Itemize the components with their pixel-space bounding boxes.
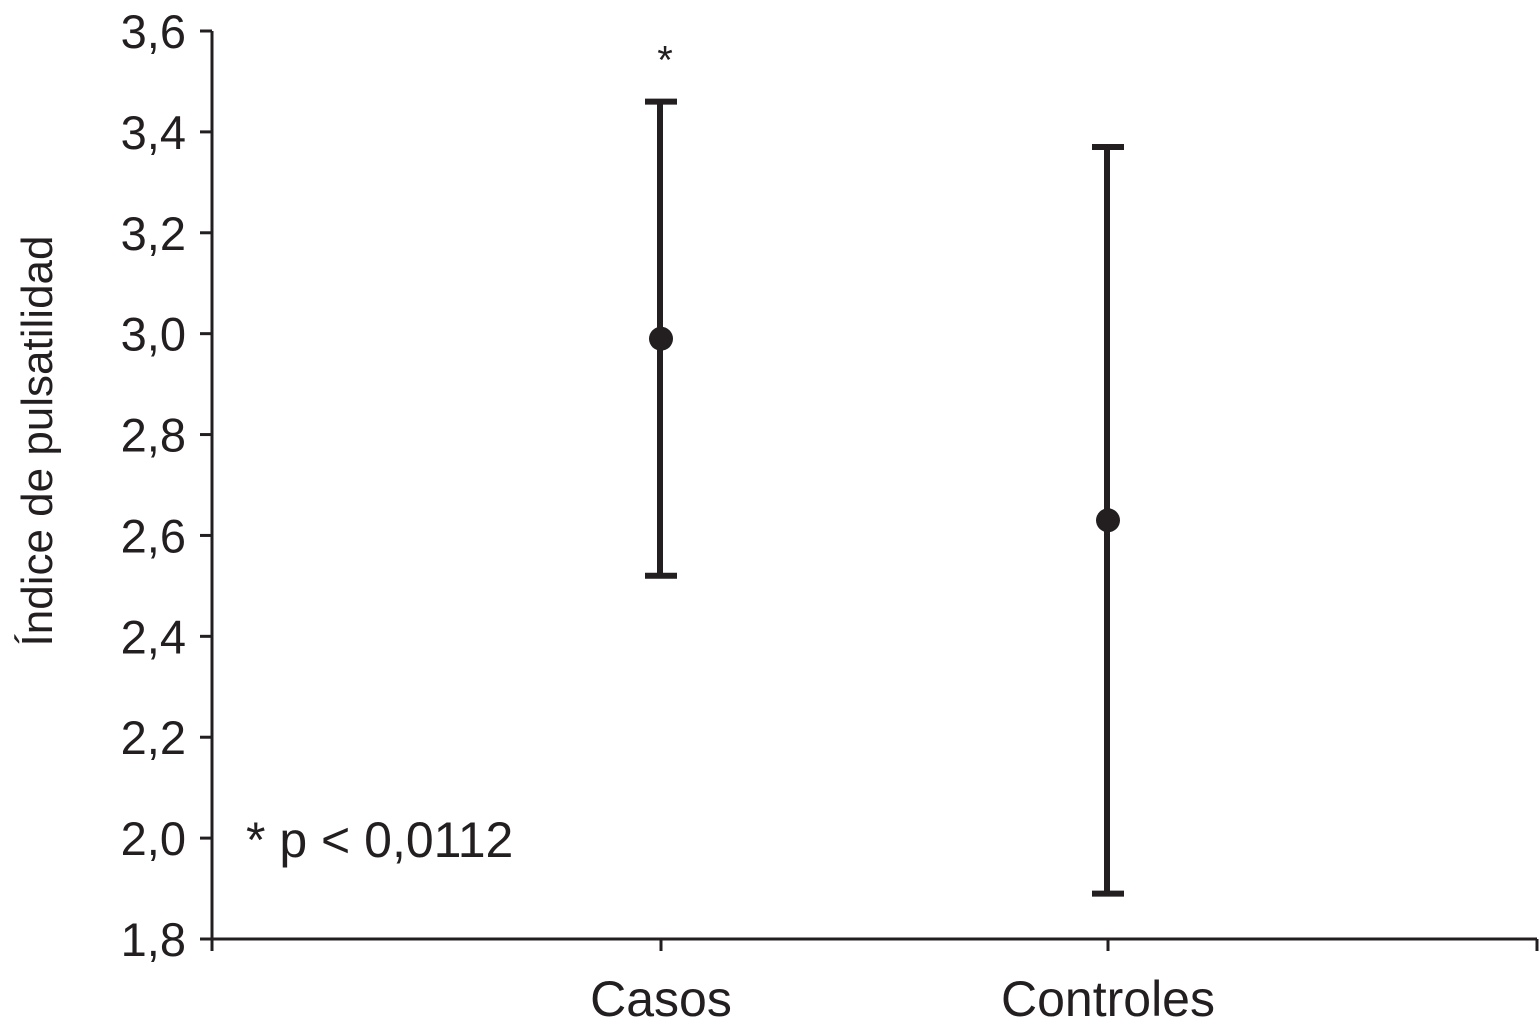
y-tick-label: 3,0 [121,308,186,361]
data-point [1096,508,1120,533]
y-tick-label: 2,8 [121,409,186,462]
y-tick-label: 1,8 [121,913,186,966]
y-tick-label: 3,2 [121,207,186,260]
y-tick-label: 2,2 [121,711,186,764]
x-category-label: Controles [1001,971,1215,1027]
y-tick-label: 2,4 [121,610,186,663]
data-point [649,326,673,351]
y-tick-label: 2,0 [121,812,186,865]
error-bar-marks: * [645,39,1124,897]
x-category-label: Casos [590,971,732,1027]
significance-marker: * [657,39,673,83]
y-axis-ticks: 1,8 2,0 2,2 2,4 2,6 2,8 3,0 3,2 3,4 3,6 [121,5,212,966]
x-axis-ticks: Casos Controles [590,939,1539,1027]
y-axis-label: Índice de pulsatilidad [13,236,62,647]
p-value-annotation: * p < 0,0112 [246,812,513,868]
y-tick-label: 3,6 [121,5,186,58]
y-tick-label: 2,6 [121,509,186,562]
y-tick-label: 3,4 [121,106,186,159]
